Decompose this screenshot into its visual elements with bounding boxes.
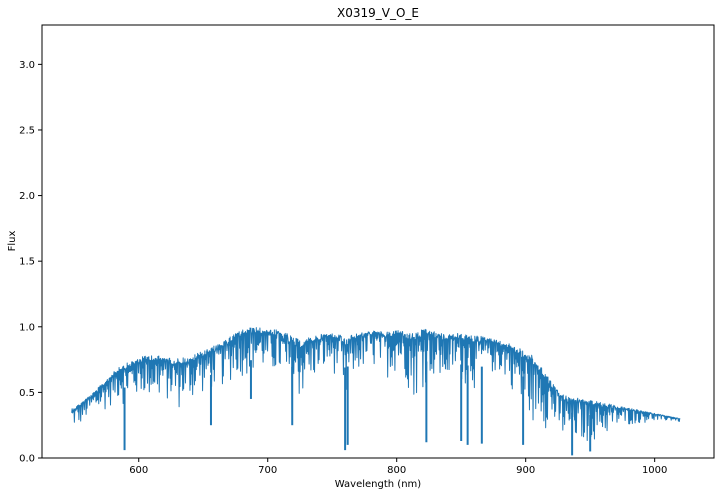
y-tick-label: 3.0: [19, 60, 35, 71]
y-tick-label: 0.0: [19, 454, 35, 465]
plot-area: [71, 327, 681, 456]
x-tick-label: 900: [516, 465, 535, 476]
x-tick-label: 1000: [642, 465, 667, 476]
x-axis-ticks: 600 700 800 900 1000: [129, 458, 667, 476]
y-axis-label: Flux: [7, 231, 18, 252]
y-tick-label: 2.0: [19, 191, 35, 202]
y-tick-label: 0.5: [19, 388, 35, 399]
y-tick-label: 1.5: [19, 257, 35, 268]
axes-frame: [41, 24, 715, 459]
chart-title: X0319_V_O_E: [337, 6, 419, 20]
x-tick-label: 600: [129, 465, 148, 476]
x-tick-label: 800: [387, 465, 406, 476]
y-tick-label: 2.5: [19, 125, 35, 136]
y-tick-label: 1.0: [19, 322, 35, 333]
x-axis-label: Wavelength (nm): [335, 479, 421, 490]
x-tick-label: 700: [258, 465, 277, 476]
spectrum-line: [71, 327, 681, 442]
y-axis-ticks: 0.0 0.5 1.0 1.5 2.0 2.5 3.0: [19, 60, 42, 465]
